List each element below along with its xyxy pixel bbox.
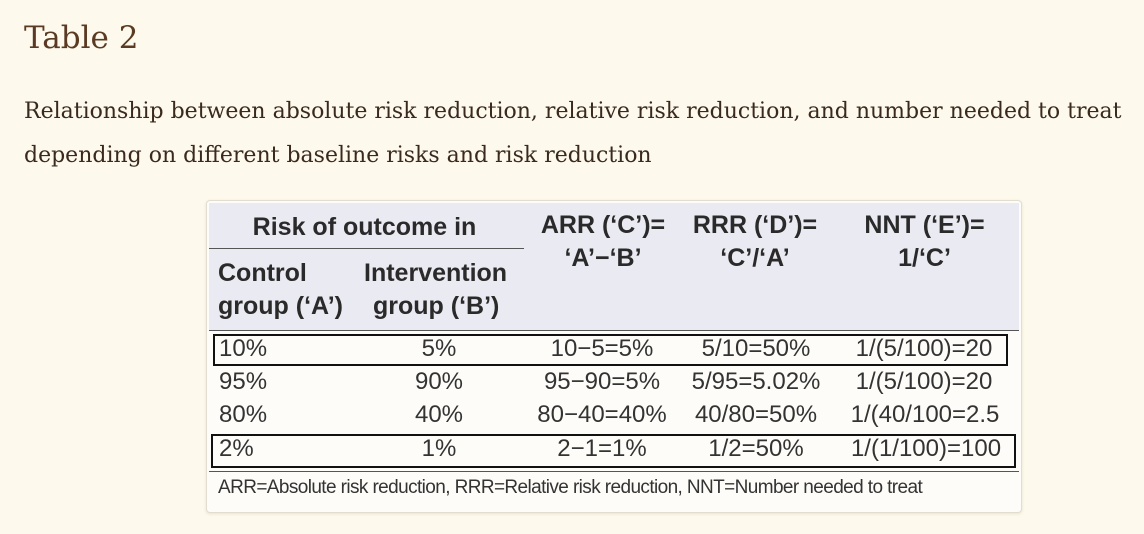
header-rrr-line1: RRR (‘D’)=	[692, 211, 818, 239]
cell-intervention: 5%	[421, 335, 457, 362]
header-intervention-line1: Intervention	[364, 259, 508, 287]
group-header-rule	[209, 248, 524, 249]
table-header-band	[209, 203, 1019, 331]
cell-control: 95%	[219, 368, 268, 395]
cell-intervention: 1%	[421, 435, 457, 462]
header-nnt: NNT (‘E’)= 1/‘C’	[837, 209, 1012, 275]
cell-intervention: 40%	[414, 401, 464, 428]
row-highlight-box	[213, 334, 1008, 366]
page-title: Table 2	[24, 20, 139, 56]
cell-rrr: 5/95=5.02%	[691, 368, 821, 395]
table-footnote: ARR=Absolute risk reduction, RRR=Relativ…	[218, 477, 923, 498]
row-highlight-box	[211, 434, 1016, 468]
header-nnt-line2: 1/‘C’	[898, 244, 951, 272]
cell-arr: 95−90=5%	[543, 368, 661, 395]
data-table: Risk of outcome in Control group (‘A’) I…	[206, 200, 1022, 513]
header-control: Control group (‘A’)	[218, 257, 343, 323]
cell-control: 2%	[219, 435, 254, 462]
cell-control: 10%	[219, 335, 268, 362]
cell-nnt: 1/(40/100=2.5	[850, 401, 1000, 428]
header-nnt-line1: NNT (‘E’)=	[864, 211, 985, 239]
header-intervention-line2: group (‘B’)	[373, 292, 500, 320]
cell-rrr: 40/80=50%	[694, 401, 818, 428]
header-arr-line1: ARR (‘C’)=	[540, 211, 666, 239]
header-arr-line2: ‘A’−‘B’	[564, 244, 642, 272]
cell-rrr: 5/10=50%	[701, 335, 811, 362]
header-intervention: Intervention group (‘B’)	[364, 257, 507, 323]
cell-arr: 80−40=40%	[537, 401, 667, 428]
header-rrr-line2: ‘C’/‘A’	[720, 244, 790, 272]
table-caption: Relationship between absolute risk reduc…	[24, 99, 1122, 168]
cell-intervention: 90%	[414, 368, 464, 395]
cell-rrr: 1/2=50%	[708, 435, 804, 462]
header-control-line1: Control	[218, 259, 307, 287]
cell-control: 80%	[219, 401, 268, 428]
cell-nnt: 1/(5/100)=20	[855, 368, 993, 395]
cell-arr: 10−5=5%	[550, 335, 654, 362]
group-header: Risk of outcome in	[252, 213, 477, 241]
header-arr: ARR (‘C’)= ‘A’−‘B’	[525, 209, 681, 275]
cell-nnt: 1/(5/100)=20	[855, 335, 993, 362]
header-control-line2: group (‘A’)	[218, 292, 343, 320]
cell-arr: 2−1=1%	[557, 435, 647, 462]
footer-rule	[209, 471, 1019, 472]
header-rrr: RRR (‘D’)= ‘C’/‘A’	[685, 209, 825, 275]
cell-nnt: 1/(1/100)=100	[850, 435, 1002, 462]
header-rule	[209, 330, 1019, 331]
